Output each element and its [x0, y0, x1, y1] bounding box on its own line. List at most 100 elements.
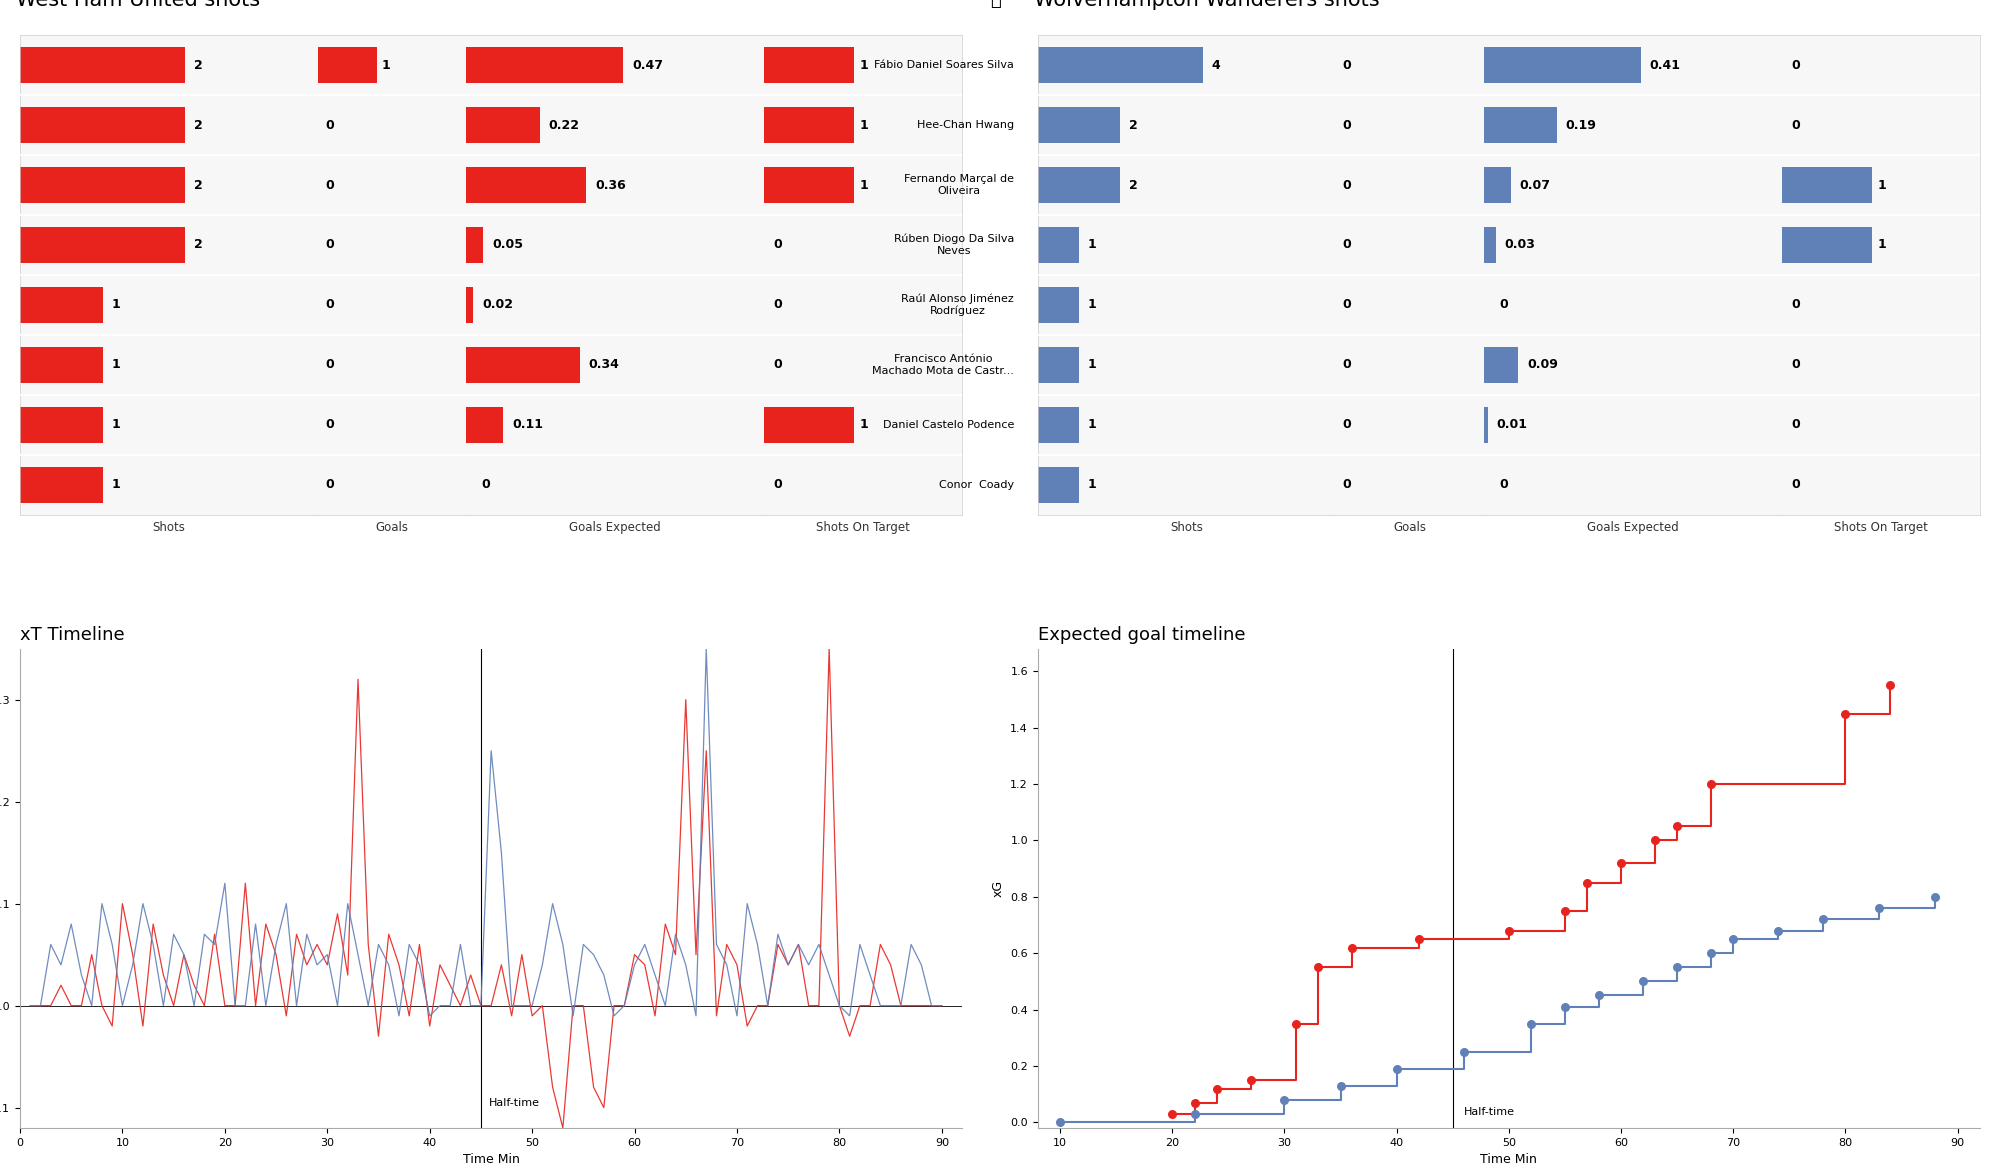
Point — [1268, 1090, 1300, 1109]
Point — [1202, 1079, 1234, 1097]
Point — [1864, 899, 1896, 918]
Bar — [1038, 287, 1080, 323]
Text: 1: 1 — [112, 478, 120, 491]
Bar — [1038, 107, 1120, 143]
Bar — [764, 107, 854, 143]
Text: Fábio Daniel Soares Silva: Fábio Daniel Soares Silva — [874, 60, 1014, 70]
Text: 1: 1 — [1088, 418, 1096, 431]
Point — [1694, 774, 1726, 793]
Text: 2: 2 — [194, 179, 202, 192]
Point — [1694, 944, 1726, 962]
Text: 0: 0 — [326, 239, 334, 251]
X-axis label: Goals Expected: Goals Expected — [1586, 522, 1678, 535]
Text: 0.11: 0.11 — [512, 418, 542, 431]
Point — [1448, 1042, 1480, 1061]
Bar — [466, 347, 580, 383]
Point — [1336, 938, 1368, 956]
Bar — [20, 167, 186, 203]
Point — [1156, 1104, 1188, 1123]
Point — [1718, 929, 1750, 948]
Point — [1548, 998, 1580, 1016]
Point — [1606, 853, 1638, 872]
Text: 0: 0 — [1792, 358, 1800, 371]
Text: 0: 0 — [326, 418, 334, 431]
Bar — [1484, 347, 1518, 383]
X-axis label: Goals: Goals — [1394, 522, 1426, 535]
Text: 0.09: 0.09 — [1528, 358, 1558, 371]
Bar — [1038, 347, 1080, 383]
Bar — [1038, 47, 1204, 83]
Text: 0.22: 0.22 — [548, 119, 580, 132]
X-axis label: Goals Expected: Goals Expected — [570, 522, 662, 535]
Bar — [20, 107, 186, 143]
Point — [1302, 958, 1334, 976]
Point — [1638, 831, 1670, 850]
Bar — [20, 466, 102, 503]
Point — [1582, 986, 1614, 1005]
Point — [1178, 1104, 1210, 1123]
X-axis label: Time Min: Time Min — [462, 1154, 520, 1167]
Text: 0.47: 0.47 — [632, 59, 662, 72]
Bar — [466, 167, 586, 203]
Bar — [20, 287, 102, 323]
Text: 0.07: 0.07 — [1520, 179, 1550, 192]
Text: 0: 0 — [326, 179, 334, 192]
Bar — [1038, 167, 1120, 203]
Text: 0: 0 — [1792, 59, 1800, 72]
Text: Fernando Marçal de
Oliveira: Fernando Marçal de Oliveira — [904, 174, 1014, 196]
Text: 1: 1 — [860, 179, 868, 192]
Bar — [1782, 167, 1872, 203]
Bar — [466, 107, 540, 143]
Text: Raúl Alonso Jiménez
Rodríguez: Raúl Alonso Jiménez Rodríguez — [902, 294, 1014, 316]
Text: 0: 0 — [1342, 239, 1352, 251]
Text: Francisco António
Machado Mota de Castr...: Francisco António Machado Mota de Castr.… — [872, 354, 1014, 376]
X-axis label: Shots On Target: Shots On Target — [816, 522, 910, 535]
Text: 0.36: 0.36 — [596, 179, 626, 192]
Point — [1572, 873, 1604, 892]
Point — [1178, 1093, 1210, 1112]
X-axis label: Shots: Shots — [152, 522, 186, 535]
Text: 0.05: 0.05 — [492, 239, 522, 251]
Text: 0: 0 — [1342, 59, 1352, 72]
Text: 0: 0 — [326, 298, 334, 311]
Bar — [1484, 167, 1510, 203]
Text: Conor  Coady: Conor Coady — [938, 479, 1014, 490]
Text: 0: 0 — [326, 119, 334, 132]
Point — [1762, 921, 1794, 940]
Bar — [466, 287, 474, 323]
Text: 2: 2 — [194, 239, 202, 251]
Text: 0: 0 — [1792, 298, 1800, 311]
Text: Rúben Diogo Da Silva
Neves: Rúben Diogo Da Silva Neves — [894, 234, 1014, 256]
Bar — [1484, 107, 1556, 143]
Bar — [1782, 227, 1872, 263]
Text: 2: 2 — [194, 59, 202, 72]
Text: 1: 1 — [1878, 179, 1886, 192]
Text: 1: 1 — [1088, 478, 1096, 491]
Point — [1234, 1070, 1266, 1089]
Point — [1806, 909, 1838, 928]
Text: Wolverhampton Wanderers shots: Wolverhampton Wanderers shots — [1034, 0, 1380, 11]
Text: 0.19: 0.19 — [1566, 119, 1596, 132]
X-axis label: Shots On Target: Shots On Target — [1834, 522, 1928, 535]
Bar — [318, 47, 378, 83]
Point — [1492, 921, 1524, 940]
Text: 1: 1 — [860, 59, 868, 72]
Text: 0: 0 — [1342, 119, 1352, 132]
Bar — [1484, 227, 1496, 263]
Bar — [1484, 407, 1488, 443]
Point — [1044, 1113, 1076, 1132]
Text: 0: 0 — [774, 298, 782, 311]
Text: 2: 2 — [1130, 119, 1138, 132]
Bar — [466, 47, 622, 83]
Text: 1: 1 — [112, 358, 120, 371]
Text: 0: 0 — [774, 239, 782, 251]
Text: 0.02: 0.02 — [482, 298, 512, 311]
X-axis label: Goals: Goals — [376, 522, 408, 535]
Text: 2: 2 — [1130, 179, 1138, 192]
Text: 0: 0 — [774, 358, 782, 371]
Bar — [20, 407, 102, 443]
Point — [1628, 972, 1660, 991]
Text: 2: 2 — [194, 119, 202, 132]
Point — [1516, 1014, 1548, 1033]
Text: 1: 1 — [112, 298, 120, 311]
